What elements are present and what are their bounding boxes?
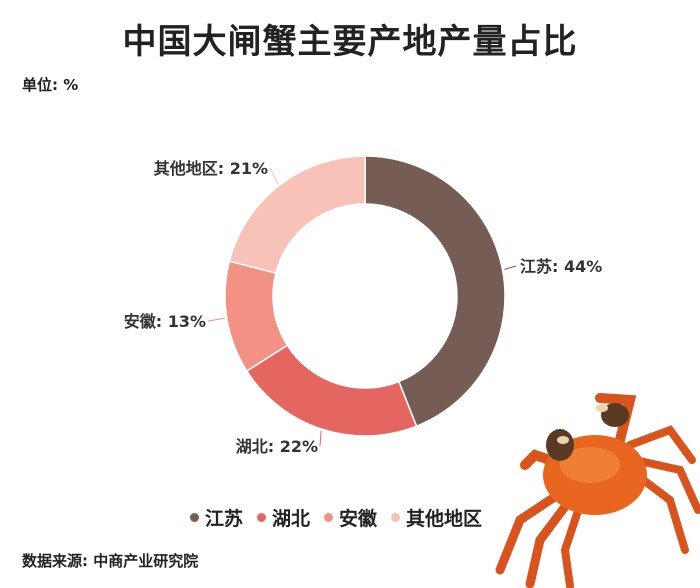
leader-line-jiangsu	[504, 265, 517, 270]
legend: 江苏 湖北 安徽 其他地区	[190, 504, 482, 531]
slice-hubei[interactable]	[245, 344, 418, 437]
leader-line-anhui	[207, 317, 225, 322]
data-label-jiangsu: 江苏: 44%	[520, 257, 602, 276]
legend-swatch	[324, 513, 334, 522]
legend-item-other[interactable]: 其他地区	[391, 504, 482, 531]
slice-jiangsu[interactable]	[364, 155, 506, 428]
leader-line-other	[269, 167, 279, 185]
data-label-hubei: 湖北: 22%	[236, 437, 318, 456]
crab-image	[495, 393, 700, 588]
legend-swatch	[190, 513, 199, 522]
legend-swatch	[257, 513, 267, 522]
source-note: 数据来源: 中商产业研究院	[22, 552, 199, 570]
legend-item-jiangsu[interactable]: 江苏	[190, 504, 243, 531]
data-label-other: 其他地区: 21%	[154, 159, 268, 178]
unit-label: 单位: %	[22, 76, 79, 94]
data-label-anhui: 安徽: 13%	[124, 312, 206, 331]
slice-other[interactable]	[228, 155, 366, 275]
chart-title: 中国大闸蟹主要产地产量占比	[122, 22, 578, 62]
legend-label: 江苏	[205, 508, 244, 530]
legend-item-hubei[interactable]: 湖北	[257, 504, 310, 531]
legend-item-anhui[interactable]: 安徽	[324, 504, 377, 531]
legend-label: 安徽	[339, 508, 378, 530]
donut-chart: 江苏: 44% 湖北: 22% 安徽: 13% 其他地区: 21%	[124, 155, 602, 456]
legend-label: 湖北	[272, 508, 311, 530]
legend-swatch	[391, 513, 401, 522]
leader-line-hubei	[319, 431, 322, 447]
legend-label: 其他地区	[406, 508, 483, 530]
